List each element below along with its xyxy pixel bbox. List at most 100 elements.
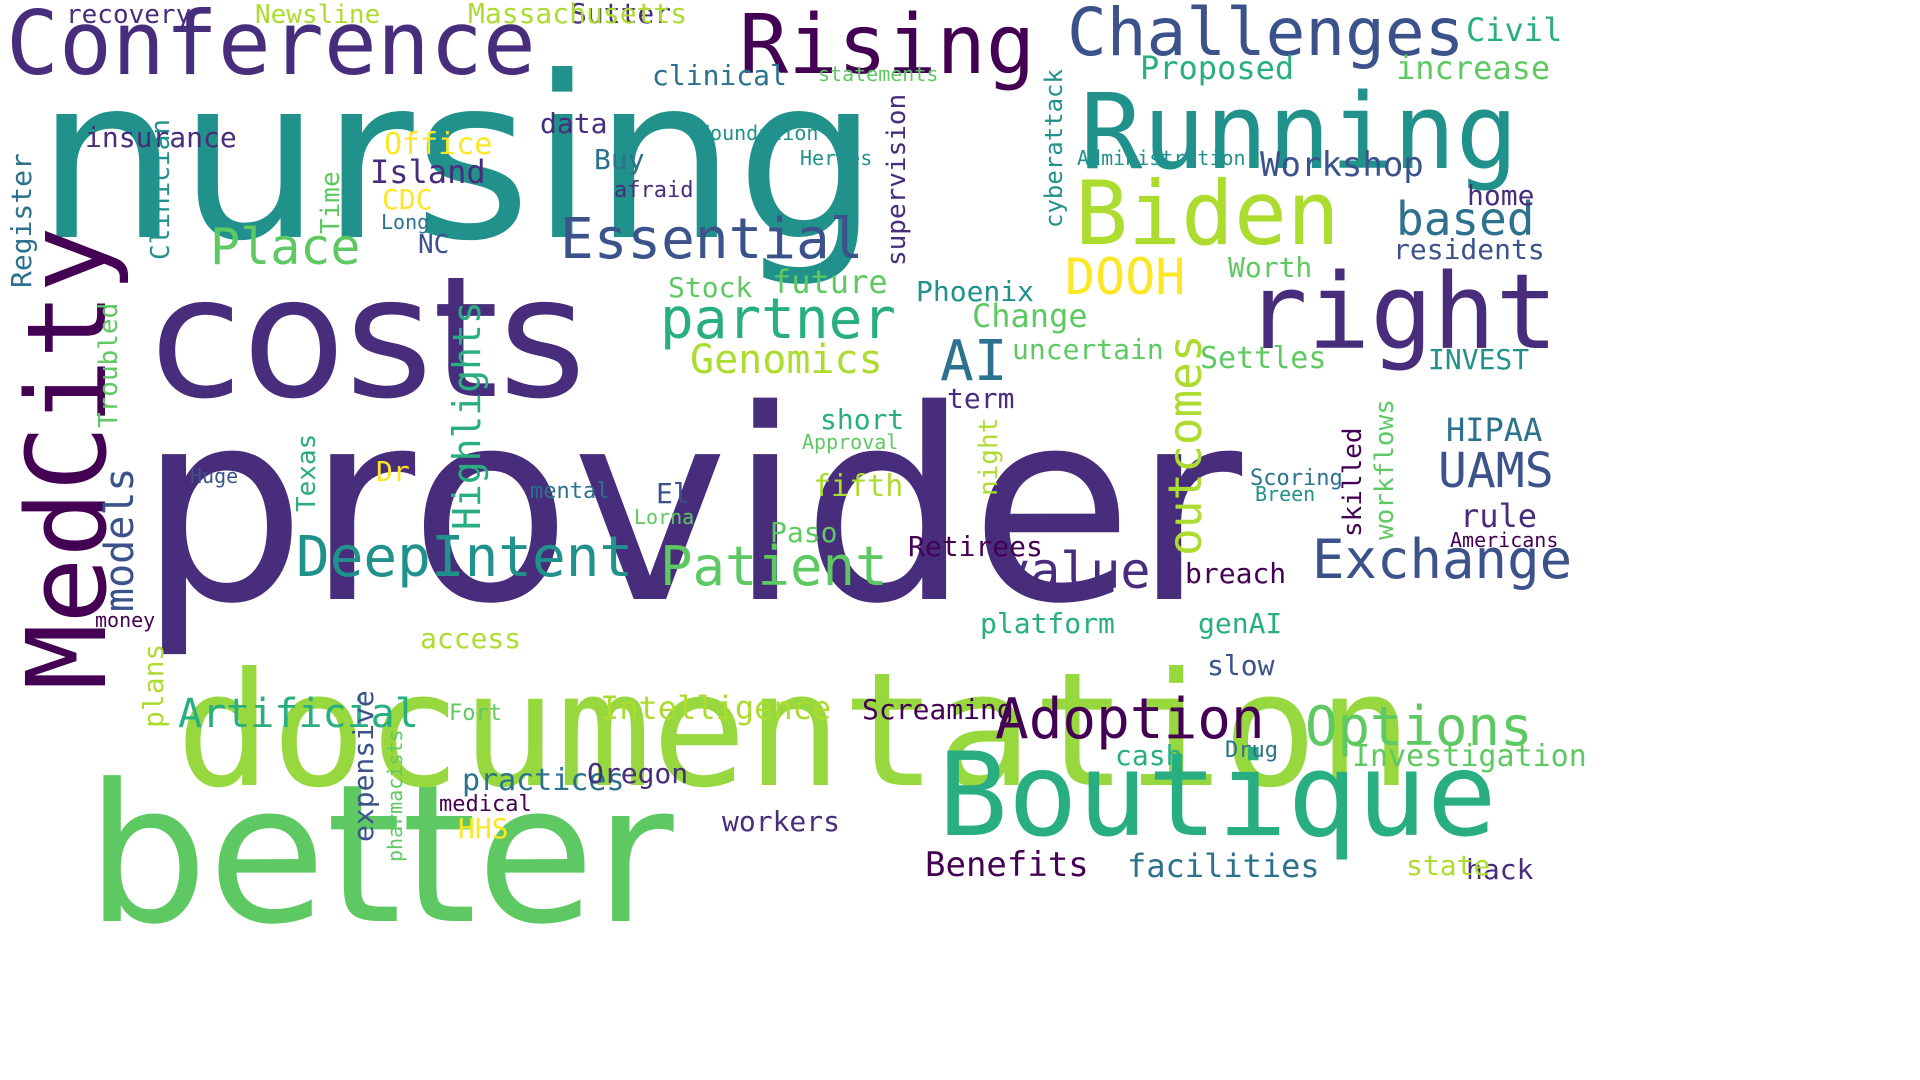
word-mental: Lorna: [634, 505, 695, 529]
word-phoenix: future: [772, 263, 888, 301]
word-island: CDC: [382, 183, 433, 216]
word-uams: UAMS: [1438, 443, 1554, 499]
word-patient: Patient: [660, 535, 888, 598]
word-benefits: Benefits: [925, 845, 1089, 885]
word-statements: clinical: [652, 59, 787, 92]
word-americans: Americans: [1450, 528, 1559, 552]
word-troubled: Texas: [292, 433, 322, 512]
word-crunch: practices: [462, 763, 625, 798]
word-nc: insurance: [85, 121, 237, 154]
word-breen: Breen: [1255, 482, 1316, 506]
word-breach: breach: [1185, 557, 1287, 590]
word-genomics: Genomics: [690, 337, 883, 383]
word-rising: Rising: [739, 0, 1036, 93]
word-invest: INVEST: [1428, 343, 1530, 376]
word-plans: Oregon: [587, 757, 689, 790]
word-register: Troubled: [94, 302, 124, 428]
word-genai: genAI: [1198, 607, 1283, 640]
word-term: term: [947, 382, 1015, 415]
word-workshop: Workshop: [1260, 145, 1424, 185]
word-hipaa: HIPAA: [1446, 411, 1543, 449]
word-platform: Screaming: [862, 693, 1014, 726]
word-future: Stock: [668, 271, 753, 304]
word-partner: partner: [660, 287, 897, 352]
word-investigation: Investigation: [1352, 739, 1587, 774]
word-residents: residents: [1393, 233, 1545, 266]
word-money: access: [420, 622, 522, 655]
word-lorna: money: [95, 608, 156, 632]
word-drug: Drug: [1225, 738, 1278, 763]
word-essential: Essential: [560, 207, 864, 272]
word-clinical: Sutter: [570, 0, 672, 30]
word-el: El: [656, 477, 690, 510]
word-paso: Paso: [770, 516, 838, 549]
word-documentation: documentation: [176, 639, 1413, 823]
word-adoption: Adoption: [995, 687, 1265, 752]
word-costs: costs: [150, 240, 587, 436]
word-place: Place: [210, 218, 361, 276]
word-buy: afraid: [614, 178, 694, 203]
word-huge: mental: [530, 479, 610, 504]
word-cyberattack: cyberattack: [1040, 69, 1068, 228]
word-ai: AI: [940, 329, 1008, 394]
word-fort: plans: [137, 643, 170, 728]
word-cdc: Long: [381, 210, 430, 234]
word-workflows: workflows: [1370, 399, 1400, 540]
word-provider: provider: [138, 354, 1243, 662]
word-uncertain: Phoenix: [916, 275, 1035, 308]
word-better: better: [86, 744, 674, 967]
word-nursing: nursing: [36, 29, 879, 291]
word-settles: Settles: [1200, 341, 1327, 376]
word-intelligence: Intelligence: [600, 689, 832, 727]
word-fifth: fifth: [813, 469, 904, 504]
word-dooh: DOOH: [1065, 248, 1186, 306]
word-models: models: [97, 467, 143, 613]
word-massachusetts: Newsline: [255, 0, 381, 30]
word-supervision: supervision: [882, 93, 912, 266]
word-worth: Worth: [1228, 251, 1313, 284]
word-challenges: Challenges: [1067, 0, 1465, 71]
word-sutter: Massachusetts: [468, 0, 688, 30]
word-texas: Dr: [376, 455, 410, 488]
word-facilities: facilities: [1127, 847, 1320, 885]
word-increase: increase: [1396, 49, 1551, 87]
word-change: uncertain: [1012, 333, 1164, 366]
word-afraid: Office: [384, 127, 493, 162]
word-recovery: data: [540, 107, 608, 140]
word-stock: Heroes: [800, 146, 873, 170]
word-newsline: recovery: [66, 0, 192, 30]
word-proposed: Proposed: [1140, 49, 1295, 87]
word-office: Island: [370, 153, 486, 191]
word-approval: Approval: [802, 430, 899, 454]
word-hhs: expensive: [347, 690, 380, 842]
word-oregon: HHS: [458, 812, 509, 845]
word-administration: Administration: [1077, 146, 1246, 170]
word-value: value: [1000, 542, 1151, 600]
word-scoring: Scoring: [1250, 466, 1343, 491]
word-workers: pharmacists: [383, 729, 407, 862]
word-night: night: [974, 417, 1004, 496]
word-rule: rule: [1460, 497, 1538, 535]
word-cash: cash: [1115, 739, 1183, 772]
word-independent: skilled: [1338, 427, 1368, 537]
word-state: state: [1406, 849, 1491, 882]
word-retirees: Retirees: [908, 530, 1043, 563]
word-exchange: Exchange: [1312, 528, 1573, 591]
word-medical: workers: [722, 805, 841, 838]
word-artificial: Artificial: [178, 691, 419, 737]
word-based: based: [1396, 192, 1535, 246]
word-heroes: Foundation: [698, 121, 819, 145]
word-civil: Civil: [1466, 11, 1563, 49]
word-data: Buy: [594, 143, 645, 176]
word-hack: hack: [1466, 853, 1534, 886]
word-skilled: Change: [972, 297, 1088, 335]
word-conference: Conference: [6, 0, 536, 95]
word-biden: Biden: [1075, 162, 1340, 265]
word-foundation: statements: [818, 62, 939, 86]
word-practices: medical: [439, 792, 532, 817]
word-options: Options: [1305, 695, 1533, 758]
word-home: home: [1467, 179, 1535, 212]
word-long: NC: [418, 230, 450, 260]
word-clinician: Register: [5, 153, 38, 288]
